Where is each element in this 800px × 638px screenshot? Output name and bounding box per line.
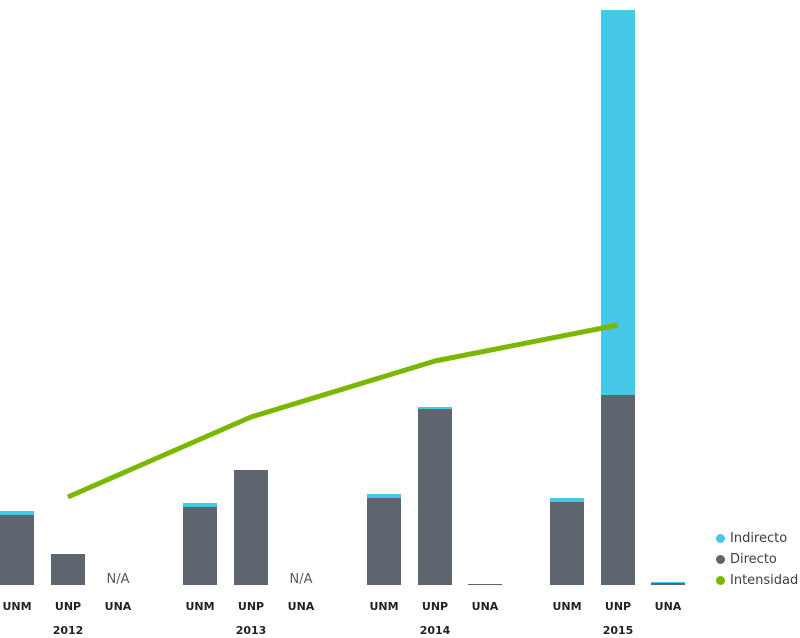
year-label-2014: 2014 <box>420 624 451 637</box>
bar-directo-2014-una <box>468 584 502 585</box>
labels-layer: UNM UNP N/A UNA 2012 UNM UNP N/A UNA 2013 UNM UNP UN… <box>2 572 681 637</box>
category-label-2012-una: UNA <box>105 600 132 613</box>
category-label-2013-una: UNA <box>288 600 315 613</box>
bar-indirecto-2012-unm <box>0 511 34 515</box>
year-label-2015: 2015 <box>603 624 634 637</box>
legend-swatch-indirecto <box>716 534 725 543</box>
bar-indirecto-2015-una <box>651 582 685 583</box>
bar-indirecto-2015-unp <box>601 10 635 395</box>
legend-label-intensidad: Intensidad <box>730 573 799 588</box>
legend-item-directo: Directo <box>716 549 798 570</box>
category-label-2014-una: UNA <box>472 600 499 613</box>
category-label-2015-unm: UNM <box>552 600 581 613</box>
category-label-2014-unp: UNP <box>422 600 448 613</box>
legend-item-indirecto: Indirecto <box>716 528 798 549</box>
year-label-2013: 2013 <box>236 624 267 637</box>
intensidad-line <box>66 322 619 500</box>
line-layer <box>66 322 619 500</box>
bar-directo-2014-unp <box>418 409 452 585</box>
category-label-2012-unm: UNM <box>2 600 31 613</box>
category-label-2013-unm: UNM <box>185 600 214 613</box>
category-label-2012-unp: UNP <box>55 600 81 613</box>
bar-directo-2013-unm <box>183 507 217 585</box>
legend-swatch-intensidad <box>716 576 725 585</box>
bar-indirecto-2013-unm <box>183 503 217 507</box>
legend-label-directo: Directo <box>730 552 777 567</box>
category-label-2013-unp: UNP <box>238 600 264 613</box>
bar-directo-2015-unm <box>550 502 584 585</box>
bar-indirecto-2014-unp <box>418 407 452 409</box>
legend-item-intensidad: Intensidad <box>716 570 798 591</box>
na-label-2013-una: N/A <box>290 572 313 587</box>
legend-label-indirecto: Indirecto <box>730 531 788 546</box>
bar-directo-2013-unp <box>234 470 268 585</box>
year-label-2012: 2012 <box>53 624 84 637</box>
category-label-2015-una: UNA <box>655 600 682 613</box>
bar-indirecto-2015-unm <box>550 498 584 502</box>
legend-swatch-directo <box>716 555 725 564</box>
na-label-2012-una: N/A <box>107 572 130 587</box>
legend: Indirecto Directo Intensidad <box>716 528 798 591</box>
category-label-2014-unm: UNM <box>369 600 398 613</box>
bar-indirecto-2014-unm <box>367 494 401 498</box>
bar-directo-2015-una <box>651 583 685 585</box>
bars-layer <box>0 10 685 585</box>
bar-directo-2012-unm <box>0 515 34 585</box>
category-label-2015-unp: UNP <box>605 600 631 613</box>
bar-directo-2012-unp <box>51 554 85 585</box>
bar-directo-2015-unp <box>601 395 635 585</box>
bar-directo-2014-unm <box>367 498 401 585</box>
